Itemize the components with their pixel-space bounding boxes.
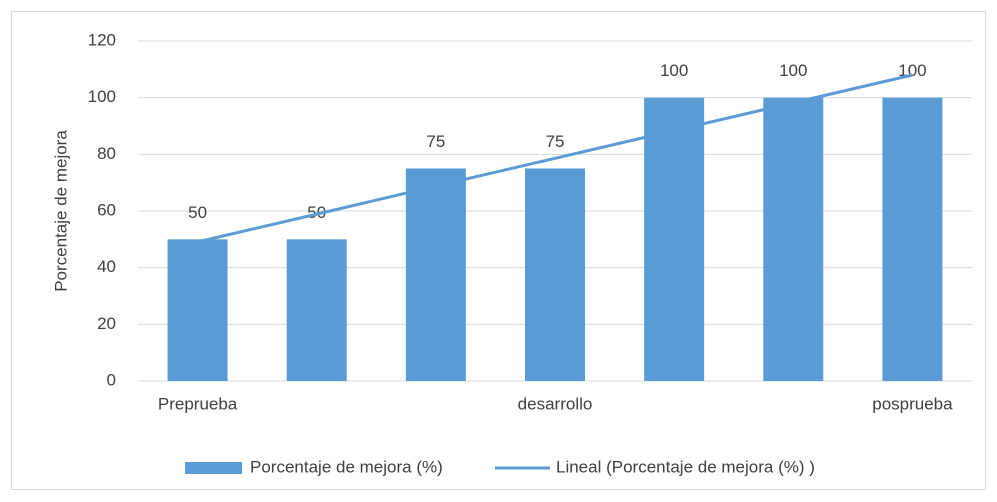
bar [644, 97, 705, 382]
y-tick-label: 100 [88, 87, 116, 106]
bar [286, 239, 347, 381]
legend-label: Lineal (Porcentaje de mejora (%) ) [556, 457, 815, 476]
y-axis-title: Porcentaje de mejora [51, 130, 70, 292]
y-tick-label: 0 [107, 370, 116, 389]
data-label: 50 [188, 203, 207, 222]
bar [525, 168, 585, 381]
y-tick-label: 60 [97, 200, 116, 219]
y-tick-label: 40 [97, 257, 116, 276]
y-tick-label: 120 [88, 30, 116, 49]
x-tick-label: desarrollo [518, 394, 593, 413]
x-tick-label: Preprueba [158, 394, 238, 413]
data-label: 100 [660, 61, 688, 80]
legend-swatch [185, 462, 242, 474]
y-tick-label: 20 [97, 314, 116, 333]
data-label: 100 [779, 61, 807, 80]
chart-border [11, 11, 986, 490]
data-label: 50 [307, 203, 326, 222]
bar [405, 168, 466, 381]
data-label: 75 [426, 132, 445, 151]
data-label: 75 [546, 132, 565, 151]
bar [167, 239, 228, 381]
trend-line [197, 73, 913, 244]
x-tick-label: posprueba [872, 394, 953, 413]
bar [882, 97, 943, 382]
legend-label: Porcentaje de mejora (%) [250, 457, 443, 476]
bar [763, 97, 824, 382]
y-tick-label: 80 [97, 144, 116, 163]
